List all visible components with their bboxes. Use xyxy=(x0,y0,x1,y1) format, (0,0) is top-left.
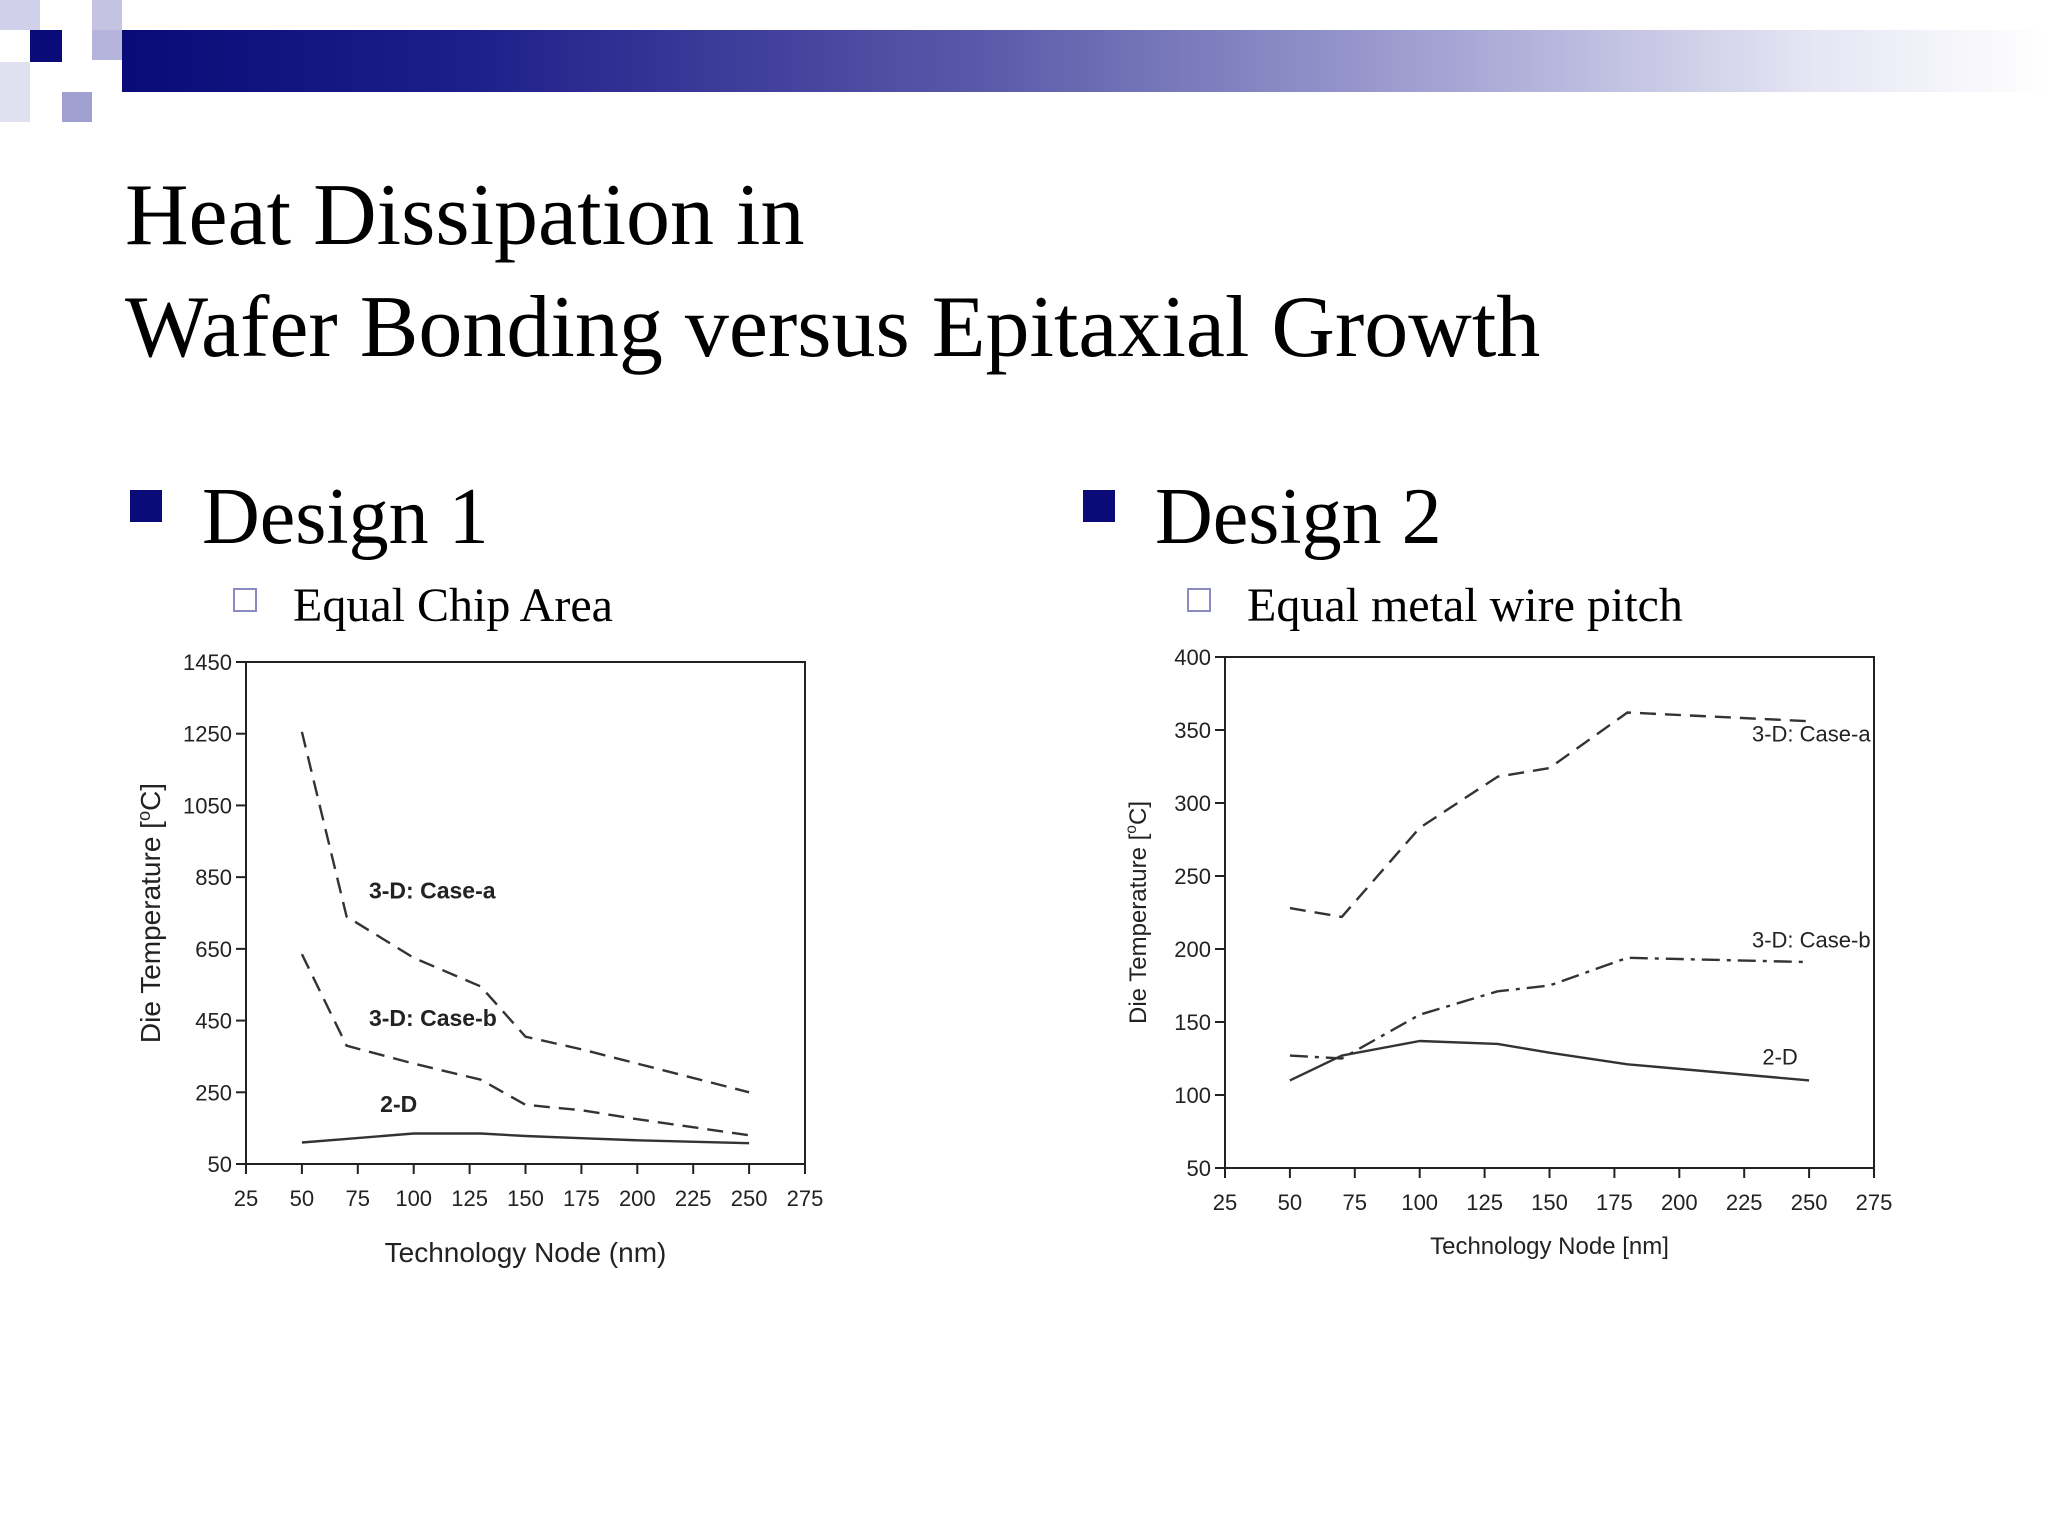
corner-square-light-3 xyxy=(0,62,30,122)
d1-x-tick-label: 250 xyxy=(731,1186,768,1211)
d1-x-tick-label: 175 xyxy=(563,1186,600,1211)
d2-x-axis-label: Technology Node [nm] xyxy=(1430,1233,1669,1260)
d1-x-tick-label: 50 xyxy=(290,1186,314,1211)
bullet-square-icon xyxy=(130,490,162,522)
header-bar xyxy=(122,30,2048,92)
d2-x-tick-label: 25 xyxy=(1213,1190,1237,1215)
d1-x-axis-label: Technology Node (nm) xyxy=(385,1237,667,1268)
d2-x-tick-label: 250 xyxy=(1791,1190,1828,1215)
d1-x-tick-label: 275 xyxy=(787,1186,824,1211)
d2-y-axis-label: Die Temperature [oC] xyxy=(1123,801,1152,1024)
d2-x-tick-label: 275 xyxy=(1856,1190,1893,1215)
design-2-heading: Design 2 xyxy=(1155,473,1442,561)
d2-y-tick-label: 150 xyxy=(1174,1010,1211,1035)
corner-square-dark xyxy=(30,30,62,62)
d1-series-label: 2-D xyxy=(380,1091,417,1117)
d1-x-tick-label: 150 xyxy=(507,1186,544,1211)
d1-x-tick-label: 225 xyxy=(675,1186,712,1211)
design-1-heading: Design 1 xyxy=(202,473,489,561)
d2-y-tick-label: 50 xyxy=(1187,1156,1211,1181)
d1-x-tick-label: 100 xyxy=(395,1186,432,1211)
d1-y-tick-label: 250 xyxy=(195,1080,232,1105)
d1-y-tick-label: 1050 xyxy=(183,793,232,818)
d2-x-tick-label: 75 xyxy=(1343,1190,1367,1215)
d1-series-label: 3-D: Case-a xyxy=(369,878,496,904)
d1-y-tick-label: 1450 xyxy=(183,650,232,675)
d2-x-tick-label: 150 xyxy=(1531,1190,1568,1215)
d1-y-tick-label: 1250 xyxy=(183,722,232,747)
d2-y-tick-label: 200 xyxy=(1174,937,1211,962)
design-1-subheading: Equal Chip Area xyxy=(293,579,613,632)
d2-series-line-2-d xyxy=(1289,1039,1810,1082)
d1-x-tick-label: 125 xyxy=(451,1186,488,1211)
d2-y-tick-label: 100 xyxy=(1174,1083,1211,1108)
d1-y-tick-label: 50 xyxy=(208,1152,232,1177)
d2-series-label: 3-D: Case-b xyxy=(1752,928,1871,953)
d2-x-tick-label: 225 xyxy=(1726,1190,1763,1215)
d1-x-tick-label: 25 xyxy=(234,1186,258,1211)
d2-series-label: 2-D xyxy=(1762,1044,1797,1069)
title-line-1: Heat Dissipation in xyxy=(125,167,805,264)
title-line-2: Wafer Bonding versus Epitaxial Growth xyxy=(125,279,1541,376)
corner-square-light-2 xyxy=(92,0,122,30)
d2-y-tick-label: 250 xyxy=(1174,864,1211,889)
corner-square-mid-1 xyxy=(92,30,122,60)
d2-series-line-3-d-case-b xyxy=(1289,956,1810,1060)
d2-x-tick-label: 125 xyxy=(1466,1190,1503,1215)
d2-x-tick-label: 50 xyxy=(1278,1190,1302,1215)
d1-y-tick-label: 650 xyxy=(195,937,232,962)
corner-square-light-1 xyxy=(0,0,40,30)
bullet-square-icon xyxy=(1083,490,1115,522)
d1-series-line-3-d-case-a xyxy=(300,731,750,1094)
d2-x-tick-label: 200 xyxy=(1661,1190,1698,1215)
d1-x-tick-label: 75 xyxy=(346,1186,370,1211)
d2-y-tick-label: 400 xyxy=(1174,645,1211,670)
d2-series-label: 3-D: Case-a xyxy=(1752,722,1871,747)
d1-series-line-3-d-case-b xyxy=(300,953,750,1137)
d2-y-tick-label: 300 xyxy=(1174,791,1211,816)
sub-bullet-square-icon xyxy=(1187,588,1211,612)
d2-series-line-3-d-case-a xyxy=(1289,711,1810,919)
slide-title: Heat Dissipation in Wafer Bonding versus… xyxy=(125,160,1925,384)
d2-x-tick-label: 175 xyxy=(1596,1190,1633,1215)
d1-x-tick-label: 200 xyxy=(619,1186,656,1211)
d1-series-label: 3-D: Case-b xyxy=(369,1005,497,1031)
d1-y-tick-label: 450 xyxy=(195,1009,232,1034)
sub-bullet-square-icon xyxy=(233,588,257,612)
d2-x-tick-label: 100 xyxy=(1401,1190,1438,1215)
d2-y-tick-label: 350 xyxy=(1174,718,1211,743)
d1-series-line-2-d xyxy=(301,1132,750,1145)
design-2-subheading: Equal metal wire pitch xyxy=(1247,579,1683,632)
d1-y-tick-label: 850 xyxy=(195,865,232,890)
corner-square-mid-2 xyxy=(62,92,92,122)
d1-y-axis-label: Die Temperature [oC] xyxy=(134,783,166,1043)
